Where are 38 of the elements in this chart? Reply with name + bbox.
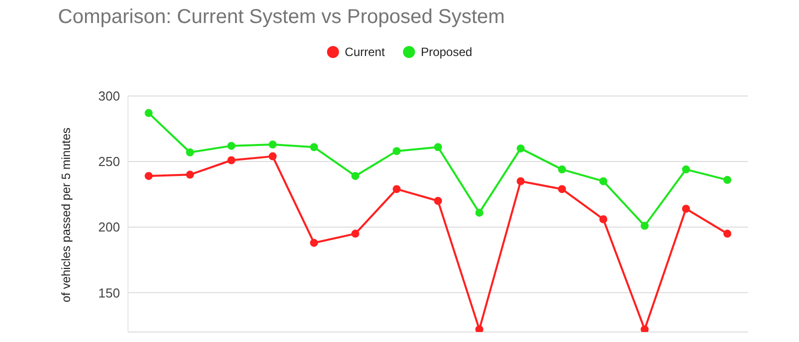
y-tick-label: 200 [98, 220, 120, 235]
legend-label: Current [344, 45, 385, 59]
point [516, 177, 525, 186]
point [599, 215, 608, 224]
point [227, 156, 236, 164]
point [682, 204, 690, 213]
point [475, 325, 484, 332]
point [475, 208, 484, 217]
point [640, 222, 649, 230]
point [723, 176, 732, 184]
point [227, 142, 236, 150]
point [268, 152, 277, 160]
point [268, 140, 277, 149]
y-tick-label: 150 [98, 285, 120, 300]
point [434, 143, 442, 152]
y-tick-label: 300 [98, 88, 120, 104]
y-axis-title: of vehicles passed per 5 minutes [59, 128, 73, 302]
point [392, 147, 401, 156]
point [392, 185, 401, 194]
point [599, 177, 608, 186]
chart-title: Comparison: Current System vs Proposed System [58, 6, 505, 29]
y-tick-label: 250 [98, 154, 120, 170]
point [682, 165, 690, 174]
point [558, 185, 566, 194]
point [144, 172, 153, 180]
point [186, 148, 194, 156]
legend-label: Proposed [420, 45, 472, 59]
point [558, 165, 566, 174]
point [351, 172, 360, 180]
point [516, 144, 525, 152]
point [640, 325, 649, 332]
point [186, 170, 194, 179]
point [310, 238, 318, 247]
point [144, 109, 153, 118]
point [310, 143, 318, 152]
point [351, 230, 360, 238]
point [723, 230, 732, 238]
point [434, 196, 442, 205]
